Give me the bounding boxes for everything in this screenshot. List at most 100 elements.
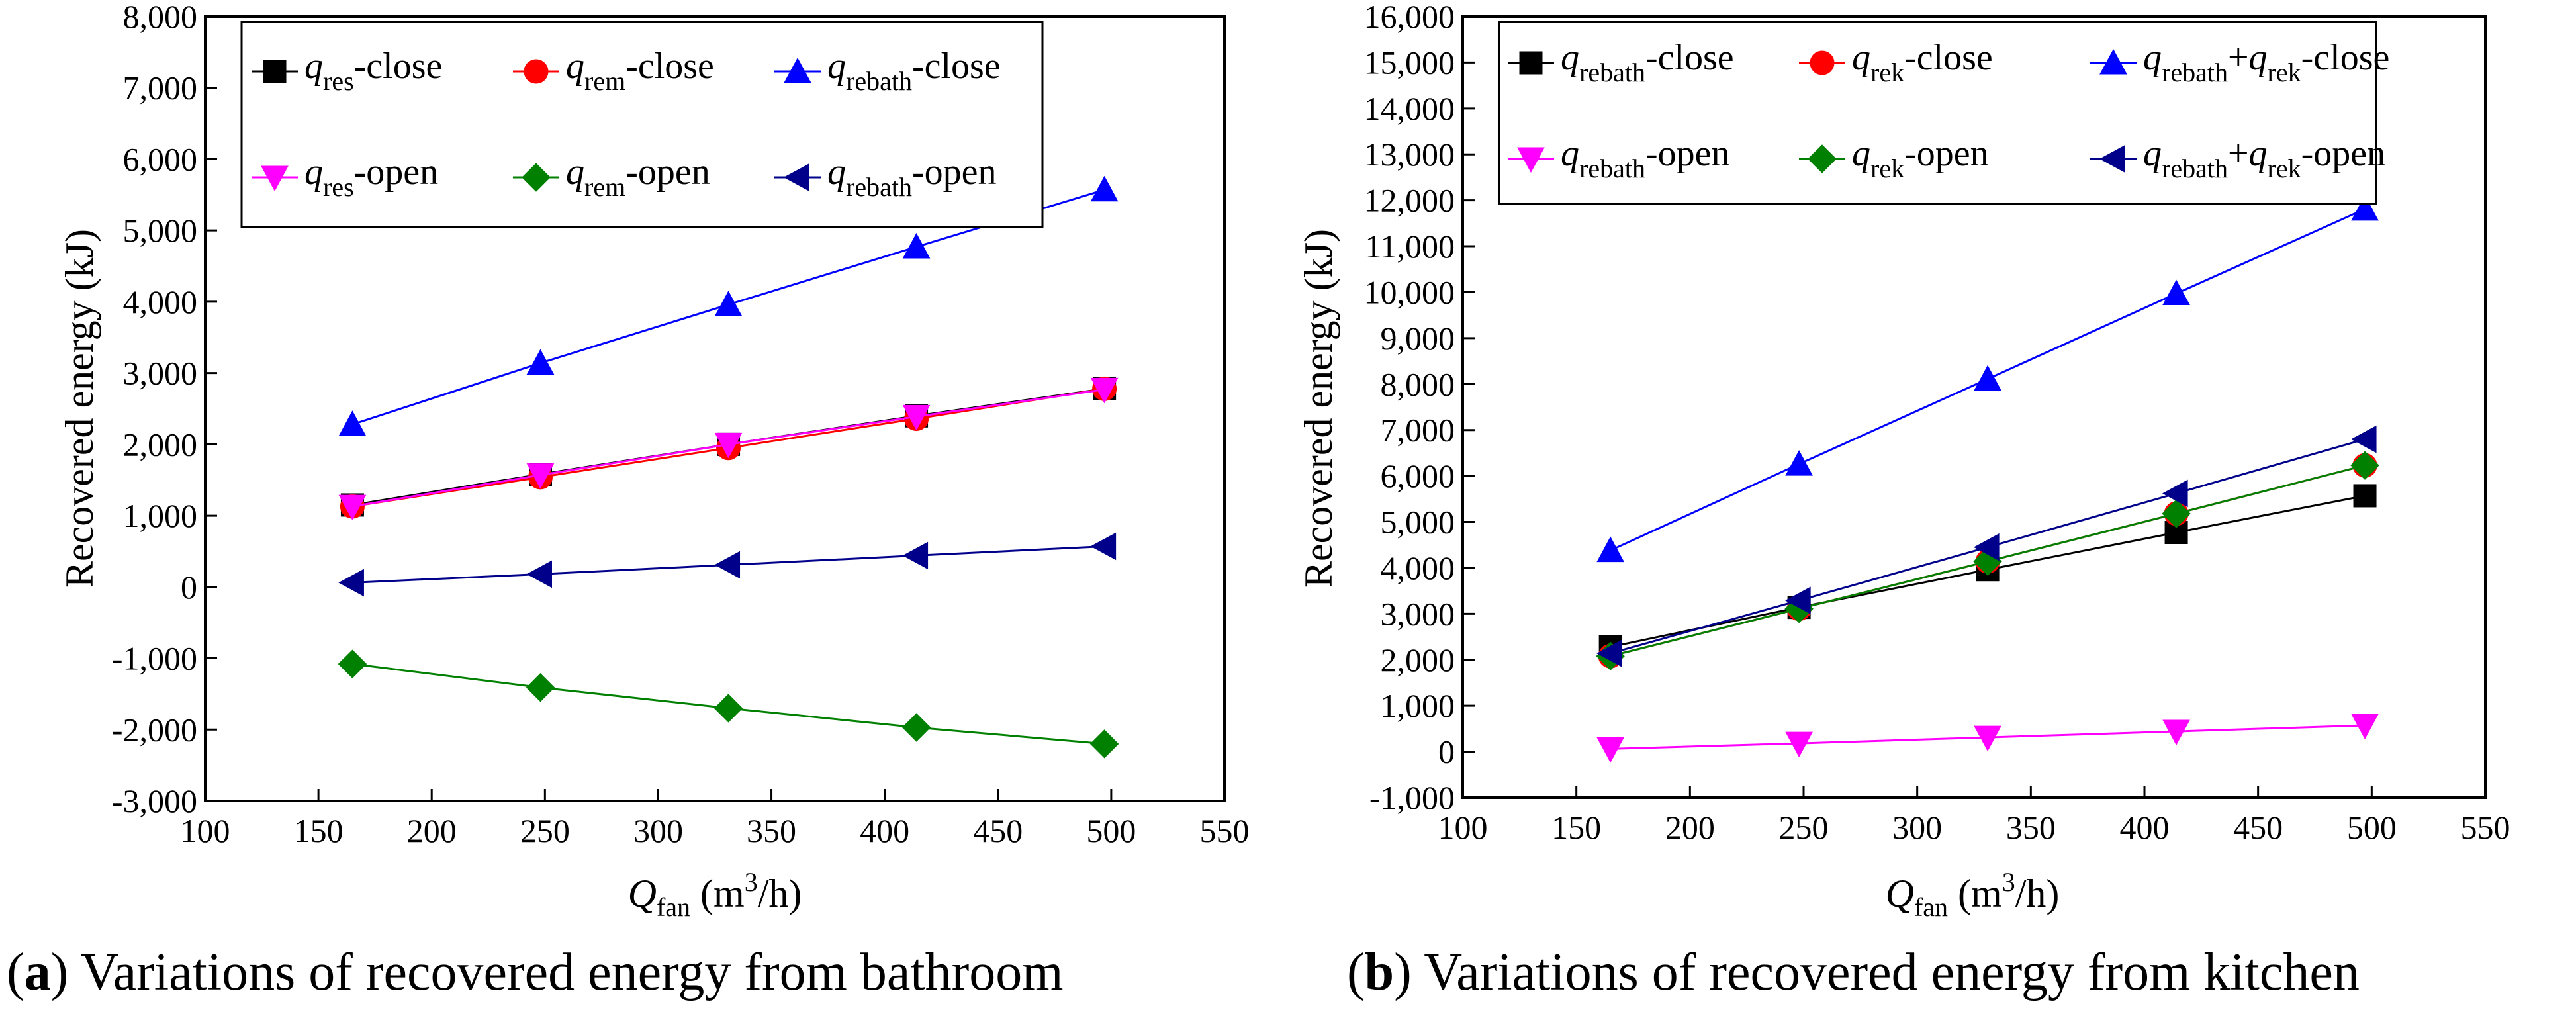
panel-a-x-tick-label: 500 — [1086, 812, 1136, 849]
panel-a-series-q_res-open — [338, 377, 1119, 521]
legend-label: qrebath-open — [1561, 133, 1729, 183]
panel-b-x-tick-label: 250 — [1779, 809, 1829, 846]
panel-b-y-tick-label: 4,000 — [1381, 549, 1455, 586]
panel-b-y-tick-label: 9,000 — [1381, 320, 1455, 357]
panel-a-series-q_rebath-close — [338, 175, 1119, 436]
panel-b-y-tick-label: 16,000 — [1364, 0, 1455, 35]
panel-a-x-tick-label: 150 — [294, 812, 344, 849]
legend-item-q_rebath+q_rek-open: qrebath+qrek-open — [2090, 133, 2385, 183]
panel-b-y-tick-label: 2,000 — [1381, 641, 1455, 678]
panel-b-series-q_rebath-open — [1596, 714, 2379, 763]
data-point-q_rem-open — [1089, 729, 1119, 759]
data-point-q_rebath-open — [2351, 714, 2379, 740]
data-point-q_rebath+q_rek-close — [1974, 365, 2001, 391]
legend-label: qrek-open — [1852, 133, 1989, 183]
panel-b-caption: (b) Variations of recovered energy from … — [1347, 943, 2360, 1001]
data-point-q_rebath+q_rek-close — [1596, 536, 1625, 563]
panel-b-x-tick-label: 300 — [1892, 809, 1942, 846]
data-point-q_rek-open — [2350, 451, 2379, 480]
data-point-q_rebath-close — [1090, 175, 1119, 202]
panel-a-series-q_rem-open — [338, 649, 1119, 759]
legend-marker — [2099, 145, 2125, 173]
panel-a-y-axis: -3,000 -2,000 -1,000 0 1,000 2,000 3,000 4,000 5… — [112, 0, 217, 819]
legend-item-q_rek-open: qrek-open — [1799, 133, 1989, 183]
legend-item-q_rek-close: qrek-close — [1799, 37, 1993, 87]
legend-label: qres-open — [304, 152, 438, 202]
panel-b-x-tick-label: 500 — [2347, 809, 2397, 846]
legend-label: qrebath-open — [827, 152, 996, 202]
panel-a-x-tick-label: 200 — [407, 812, 457, 849]
panel-b-y-tick-label: 1,000 — [1381, 687, 1455, 724]
legend-marker — [1517, 147, 1545, 173]
data-point-q_res-open — [714, 432, 743, 459]
data-point-q_rebath+q_rek-close — [1785, 450, 1813, 476]
legend-item-q_rem-close: qrem-close — [513, 46, 714, 96]
panel-a-y-tick-label: 0 — [181, 569, 197, 606]
legend-marker — [1810, 50, 1835, 75]
data-point-q_rebath+q_rek-open — [1596, 639, 1622, 667]
data-point-q_rem-open — [901, 713, 931, 742]
panel-b-kitchen-chart: -1,000 0 1,000 2,000 3,000 4,000 5,000 6,000 7,0… — [1297, 0, 2510, 1001]
legend-label: qrebath+qrek-close — [2143, 37, 2389, 87]
panel-a-bathroom-chart: -3,000 -2,000 -1,000 0 1,000 2,000 3,000 4,000 5… — [7, 0, 1250, 1001]
panel-a-y-tick-label: -1,000 — [112, 640, 197, 677]
panel-a-legend: qres-close qrem-close qrebath-close qres-op… — [240, 21, 1044, 228]
legend-marker — [783, 163, 809, 191]
panel-a-x-tick-label: 100 — [181, 812, 230, 849]
legend-marker — [2099, 48, 2127, 75]
data-point-q_rek-open — [2162, 499, 2191, 528]
panel-a-y-tick-label: -3,000 — [112, 782, 197, 819]
legend-item-q_res-open: qres-open — [252, 152, 438, 202]
panel-a-plot-frame — [204, 15, 1226, 802]
panel-a-x-tick-label: 250 — [520, 812, 570, 849]
panel-b-y-tick-label: 15,000 — [1364, 44, 1455, 81]
panel-a-x-tick-label: 350 — [747, 812, 796, 849]
panel-a-y-tick-label: 7,000 — [123, 69, 198, 107]
legend-item-q_rebath-close: qrebath-close — [774, 46, 1001, 96]
legend-item-q_rem-open: qrem-open — [513, 152, 710, 202]
panel-b-series — [1596, 195, 2379, 763]
panel-a-y-axis-label: Recovered energy (kJ) — [58, 229, 101, 588]
legend-item-q_rebath+q_rek-close: qrebath+qrek-close — [2090, 37, 2389, 87]
data-point-q_res-open — [526, 463, 555, 489]
panel-a-y-tick-label: 6,000 — [123, 140, 198, 177]
data-point-q_rebath-open — [1596, 737, 1625, 763]
data-point-q_rebath-open — [338, 569, 364, 597]
legend-item-q_rebath-open: qrebath-open — [774, 152, 996, 202]
data-point-q_res-open — [1090, 377, 1119, 404]
panel-b-y-axis-label: Recovered energy (kJ) — [1297, 229, 1340, 588]
panel-b-x-tick-label: 150 — [1551, 809, 1601, 846]
data-point-q_rebath-open — [1785, 731, 1813, 758]
data-point-q_rebath+q_rek-close — [2162, 279, 2190, 306]
legend-item-q_res-close: qres-close — [252, 46, 442, 96]
data-point-q_rebath-close — [526, 349, 555, 375]
legend-marker — [261, 165, 289, 192]
data-point-q_rebath+q_rek-open — [1785, 586, 1811, 615]
panel-a-x-axis-label: Qfan (m3/h) — [628, 867, 802, 922]
panel-b-y-tick-label: 0 — [1438, 733, 1455, 770]
panel-a-x-axis: 100 150 200 250 300 350 400 450 500 550 — [181, 789, 1250, 849]
data-point-q_rebath-close — [902, 232, 931, 259]
panel-a-caption: (a) Variations of recovered energy from … — [7, 943, 1063, 1001]
legend-item-q_rebath-open: qrebath-open — [1508, 133, 1729, 183]
legend-marker — [522, 163, 551, 192]
legend-marker — [784, 57, 811, 83]
panel-b-x-tick-label: 100 — [1438, 809, 1488, 846]
panel-b-y-tick-label: 7,000 — [1381, 412, 1455, 449]
data-point-q_rebath-open — [2162, 719, 2190, 746]
panel-b-x-tick-label: 450 — [2233, 809, 2283, 846]
data-point-q_rem-open — [526, 673, 555, 702]
panel-b-x-axis-label: Qfan (m3/h) — [1886, 867, 2060, 922]
panel-a-y-tick-label: 5,000 — [123, 212, 198, 249]
panel-b-series-q_rek-open — [1596, 451, 2379, 670]
panel-b-legend: qrebath-close qrek-close qrebath+qrek-clos… — [1498, 21, 2389, 205]
panel-b-y-tick-label: 14,000 — [1364, 90, 1455, 127]
panel-a-legend-box — [240, 21, 1044, 228]
data-point-q_res-open — [902, 404, 931, 431]
legend-marker — [1519, 51, 1543, 75]
panel-b-x-tick-label: 200 — [1665, 809, 1715, 846]
data-point-q_rebath-close — [714, 291, 743, 316]
panel-b-series-q_rebath+q_rek-close — [1596, 195, 2379, 563]
panel-b-y-tick-label: 10,000 — [1364, 273, 1455, 310]
